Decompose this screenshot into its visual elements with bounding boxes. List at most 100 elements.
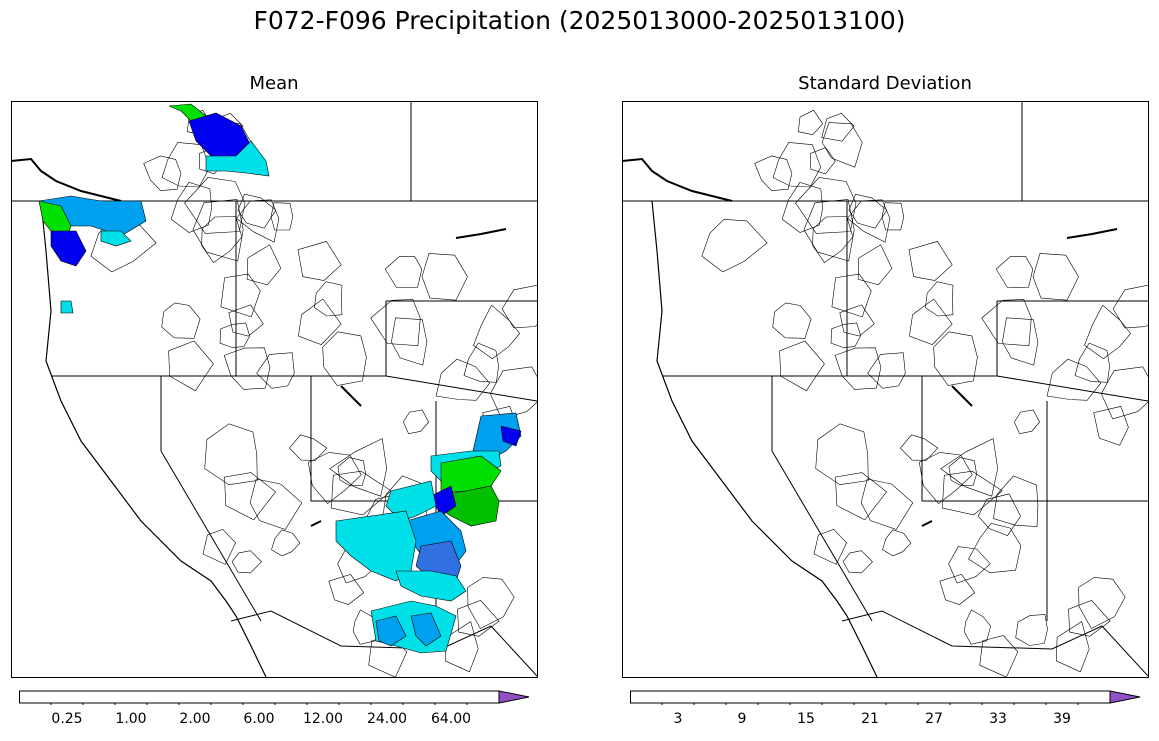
basin-outline — [271, 529, 301, 557]
colorbar-tick-label: 39 — [1053, 711, 1071, 727]
basin-outline — [810, 147, 836, 175]
basin-outline — [298, 298, 342, 345]
basin-outline — [237, 193, 277, 229]
colorbar-tick-label: 2.00 — [179, 711, 211, 727]
basin-outline — [1084, 304, 1131, 360]
basin-outline — [288, 434, 328, 461]
basin-outline — [821, 113, 855, 142]
basin-outline — [192, 199, 244, 262]
colorbar-tick-label: 64.00 — [430, 711, 472, 727]
basin-outline — [1015, 614, 1048, 646]
basin-outline — [772, 302, 812, 339]
map-mean — [11, 101, 538, 678]
basin-outline — [1055, 621, 1090, 673]
basin-outline — [908, 241, 953, 281]
basin-outline — [161, 302, 201, 339]
basin-outline — [1112, 284, 1149, 329]
colorbar-stddev — [630, 690, 1141, 705]
basin-outline — [993, 475, 1039, 527]
panel-mean-title: Mean — [249, 73, 299, 94]
basin-outline — [473, 304, 520, 360]
basin-outline — [168, 340, 214, 392]
basin-outline — [881, 202, 905, 231]
basin-outline — [489, 366, 538, 420]
basin-outline — [754, 155, 793, 191]
colorbar-tick-label: 33 — [989, 711, 1007, 727]
colorbar-tick-label: 0.25 — [51, 711, 83, 727]
basin-outline — [337, 457, 366, 487]
map-stddev — [622, 101, 1149, 678]
colorbar-tick-label: 1.00 — [115, 711, 147, 727]
basin-outline — [370, 299, 421, 347]
basin-outline — [779, 340, 825, 392]
panel-stddev-title: Standard Deviation — [798, 73, 972, 94]
basin-outline — [220, 273, 261, 318]
colorbar-tick-label: 24.00 — [366, 711, 408, 727]
coastline — [651, 200, 878, 678]
basin-outline — [995, 256, 1034, 288]
basin-outline — [948, 546, 991, 584]
basin-outline — [314, 281, 343, 317]
basin-outline — [834, 347, 882, 390]
basin-outline — [256, 352, 295, 389]
colorbar-tick-label: 6.00 — [243, 711, 275, 727]
basin-outline — [270, 202, 294, 231]
basin-outline — [223, 347, 271, 390]
basin-outline — [1046, 358, 1102, 401]
basin-outline — [701, 218, 768, 273]
basin-outline — [1068, 600, 1111, 637]
basin-boundaries — [701, 109, 1149, 678]
basin-outline — [795, 177, 857, 234]
basin-outline — [224, 472, 277, 521]
basin-outline — [228, 304, 264, 337]
basin-outline — [977, 493, 1021, 536]
basin-outline — [402, 409, 429, 435]
colorbar-tick-label: 21 — [861, 711, 879, 727]
basin-outline — [821, 122, 863, 168]
basin-outline — [882, 529, 912, 557]
basin-outline — [457, 600, 500, 637]
basin-outline — [1002, 317, 1039, 366]
colorbar-tick-label: 15 — [797, 711, 815, 727]
basin-outline — [857, 244, 893, 286]
water-bodies — [11, 157, 507, 527]
basin-outline — [899, 434, 939, 461]
basin-outline — [909, 298, 953, 345]
basin-outline — [463, 342, 499, 383]
state-boundaries — [11, 101, 538, 677]
basin-outline — [421, 253, 468, 301]
basin-outline — [839, 304, 875, 337]
basin-outline — [933, 331, 978, 386]
basin-outline — [772, 142, 822, 188]
basin-outline — [246, 244, 282, 286]
colorbar-tick-label: 3 — [673, 711, 683, 727]
precip-mean-fills — [38, 103, 522, 654]
basin-outline — [202, 528, 236, 565]
basin-outline — [1013, 409, 1040, 435]
basin-outline — [322, 331, 367, 386]
basin-outline — [925, 281, 954, 317]
colorbar-extend-arrow — [1109, 690, 1141, 704]
basin-outline — [842, 550, 873, 574]
colorbar-tick-label: 9 — [737, 711, 747, 727]
basin-outline — [330, 470, 392, 516]
colorbar-extend-arrow — [498, 690, 530, 704]
basin-outline — [435, 358, 491, 401]
basin-boundaries — [90, 109, 538, 678]
basin-outline — [391, 317, 428, 366]
basin-outline — [249, 478, 303, 530]
basin-outline — [941, 470, 1003, 516]
basin-outline — [981, 299, 1032, 347]
basin-outline — [918, 452, 973, 505]
basin-outline — [848, 193, 888, 229]
colorbar-tick-label: 27 — [925, 711, 943, 727]
basin-outline — [467, 577, 515, 629]
basin-outline — [1032, 253, 1079, 301]
basin-outline — [979, 635, 1019, 678]
basin-outline — [813, 528, 847, 565]
coastline — [40, 200, 267, 678]
basin-outline — [867, 352, 906, 389]
basin-outline — [939, 574, 976, 605]
basin-outline — [204, 423, 258, 486]
basin-outline — [1074, 342, 1110, 383]
